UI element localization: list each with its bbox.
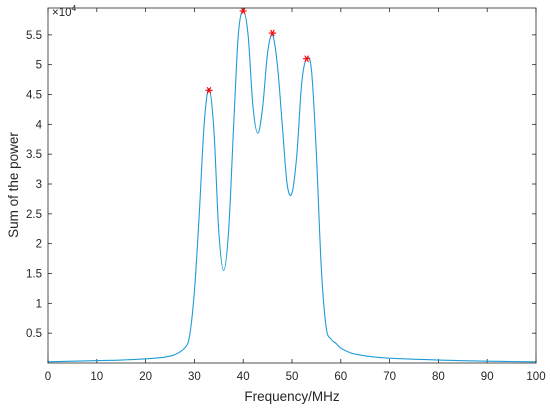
y-tick-label: 4 bbox=[36, 119, 43, 131]
y-axis-exponent: ×104 bbox=[52, 3, 77, 19]
peak-marker bbox=[205, 86, 213, 94]
peak-marker-stroke bbox=[270, 29, 275, 37]
y-tick-label: 5 bbox=[36, 60, 42, 72]
plot-area-frame bbox=[47, 7, 537, 364]
x-tick-label: 50 bbox=[286, 371, 299, 383]
y-tick-label: 5.5 bbox=[26, 30, 42, 42]
x-tick-label: 100 bbox=[526, 371, 545, 383]
peak-marker-stroke bbox=[240, 7, 246, 15]
y-tick-label: 3.5 bbox=[26, 149, 42, 161]
x-tick-label: 20 bbox=[139, 371, 152, 383]
x-tick-label: 90 bbox=[481, 371, 494, 383]
peak-marker-stroke bbox=[206, 86, 212, 94]
y-tick-label: 1 bbox=[36, 298, 42, 310]
x-tick-label: 10 bbox=[90, 371, 103, 383]
x-tick-label: 30 bbox=[188, 371, 201, 383]
x-axis-ticks: 0 10 20 30 40 50 60 70 80 90 100 bbox=[45, 8, 546, 383]
plot-area-background bbox=[48, 8, 536, 363]
peak-marker-stroke bbox=[304, 55, 309, 63]
power-series-line bbox=[47, 10, 537, 363]
y-axis-ticks: 0.5 1 1.5 2 2.5 3 3.5 4 4.5 5 5.5 bbox=[26, 30, 536, 340]
x-tick-label: 0 bbox=[45, 371, 51, 383]
peak-markers bbox=[205, 7, 311, 94]
x-axis-label: Frequency/MHz bbox=[244, 389, 340, 404]
y-tick-label: 2 bbox=[36, 239, 42, 251]
peak-marker bbox=[239, 7, 247, 15]
y-tick-label: 4.5 bbox=[26, 90, 42, 102]
peak-marker bbox=[303, 55, 311, 63]
y-tick-label: 3 bbox=[36, 179, 42, 191]
x-tick-label: 80 bbox=[432, 371, 445, 383]
y-tick-label: 1.5 bbox=[26, 269, 42, 281]
series-layer bbox=[47, 10, 537, 363]
x-tick-label: 60 bbox=[334, 371, 347, 383]
y-tick-label: 2.5 bbox=[26, 209, 42, 221]
peak-marker bbox=[268, 29, 277, 37]
y-tick-label: 0.5 bbox=[26, 328, 42, 340]
x-tick-label: 70 bbox=[383, 371, 396, 383]
x-tick-label: 40 bbox=[237, 371, 250, 383]
y-axis-label: Sum of the power bbox=[6, 132, 21, 238]
